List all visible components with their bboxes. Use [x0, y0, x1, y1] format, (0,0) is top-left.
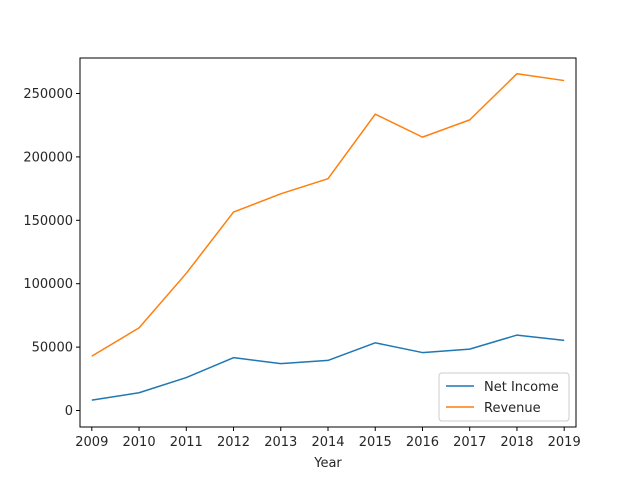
y-tick-label: 150000	[23, 214, 73, 229]
plot-frame	[79, 57, 577, 428]
y-tick-label: 200000	[23, 150, 73, 165]
y-tick-label: 250000	[23, 87, 73, 102]
x-tick-label: 2010	[123, 435, 156, 450]
x-tick-label: 2011	[170, 435, 203, 450]
x-tick-label: 2013	[264, 435, 297, 450]
y-tick-label: 100000	[23, 277, 73, 292]
x-tick-label: 2019	[548, 435, 581, 450]
legend-label-revenue: Revenue	[484, 401, 541, 416]
x-tick-label: 2009	[75, 435, 108, 450]
x-axis: 2009 2010 2011 2012 2013 2014 2015 2016 2017 2018…	[75, 427, 581, 450]
x-axis-label: Year	[313, 456, 342, 471]
y-axis: 0 50000 100000 150000 200000 250000	[23, 87, 80, 419]
legend-box	[438, 372, 570, 422]
y-tick-label: 0	[65, 404, 73, 419]
legend-label-net-income: Net Income	[484, 380, 559, 395]
x-tick-label: 2016	[406, 435, 439, 450]
series-line-net-income	[91, 334, 565, 401]
x-tick-label: 2015	[359, 435, 392, 450]
x-tick-label: 2018	[500, 435, 533, 450]
x-tick-label: 2012	[217, 435, 250, 450]
y-tick-label: 50000	[32, 341, 73, 356]
x-tick-label: 2014	[311, 435, 344, 450]
x-tick-label: 2017	[453, 435, 486, 450]
series-line-revenue	[91, 72, 565, 357]
legend: Net Income Revenue	[438, 372, 570, 422]
series-layer	[91, 72, 565, 401]
